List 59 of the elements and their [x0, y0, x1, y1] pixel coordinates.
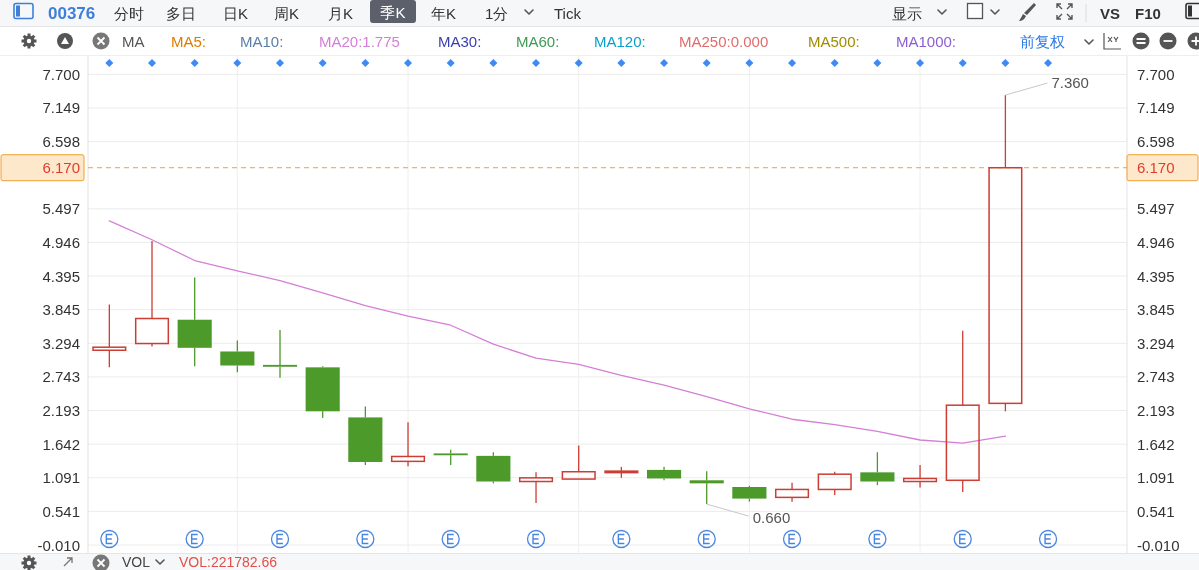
- y2-tick-label: 3.294: [1137, 334, 1175, 352]
- y-tick-label: 0.541: [42, 502, 80, 520]
- y-tick-label: 4.395: [42, 267, 80, 285]
- annotation: 0.660: [752, 508, 791, 526]
- text: MA: [122, 32, 145, 50]
- y-tick-label: 7.149: [42, 99, 80, 117]
- legend-label: MA500:: [808, 32, 860, 50]
- y2-tick-label: 0.541: [1137, 502, 1175, 520]
- y2-tick-label: 6.598: [1137, 133, 1175, 151]
- y-tick-label: 2.193: [42, 402, 80, 420]
- y-tick-label: 3.294: [42, 334, 80, 352]
- line-series: [108, 220, 1007, 444]
- text: 显示: [892, 4, 922, 22]
- legend-label: MA250:0.000: [679, 32, 769, 50]
- text: 7.360: [1051, 73, 1089, 91]
- text: VOL: [122, 554, 151, 570]
- y-tick-label: 3.845: [42, 301, 80, 319]
- text: Tick: [554, 4, 582, 22]
- text: 前复权: [1020, 32, 1065, 50]
- text: F10: [1135, 4, 1161, 22]
- y-tick-label: 5.497: [42, 200, 80, 218]
- y-tick-label: 7.700: [42, 65, 80, 83]
- y2-tick-label: 1.642: [1137, 435, 1175, 453]
- y-tick-label: -0.010: [37, 536, 80, 554]
- text: 1分: [485, 4, 509, 22]
- text: 季K: [380, 3, 406, 21]
- y-tick-label: 1.642: [42, 435, 80, 453]
- text: 分时: [114, 4, 144, 22]
- y2-tick-label: 4.395: [1137, 267, 1175, 285]
- y2-tick-label: 5.497: [1137, 200, 1175, 218]
- y2-tick-label: 2.193: [1137, 402, 1175, 420]
- text: 年K: [431, 4, 457, 22]
- text: 00376: [48, 3, 96, 23]
- text: 多日: [166, 4, 196, 22]
- y-tick-label: 2.743: [42, 368, 80, 386]
- legend-label: MA5:: [171, 32, 207, 50]
- legend-label: MA30:: [438, 32, 482, 50]
- legend-label: MA120:: [594, 32, 646, 50]
- y2-tick-label: 7.700: [1137, 65, 1175, 83]
- y2-tick-label: 3.845: [1137, 301, 1175, 319]
- y2-tick-label: -0.010: [1137, 536, 1180, 554]
- text: MA20:1.775: [319, 32, 400, 50]
- y2-tick-label: 1.091: [1137, 469, 1175, 487]
- y-tick-label: 4.946: [42, 233, 80, 251]
- text: 月K: [328, 4, 354, 22]
- legend-label: MA10:: [240, 32, 284, 50]
- legend-label: MA60:: [516, 32, 560, 50]
- y2-tick-label: 4.946: [1137, 233, 1175, 251]
- y-tick-label: 6.598: [42, 133, 80, 151]
- y2-tick-label: 7.149: [1137, 99, 1175, 117]
- text: VS: [1100, 4, 1121, 22]
- y-tick-label: 1.091: [42, 469, 80, 487]
- text: 日K: [223, 4, 249, 22]
- y2-tick-label: 2.743: [1137, 368, 1175, 386]
- ref-line-label: 6.170: [42, 159, 80, 177]
- legend-label: MA1000:: [896, 32, 957, 50]
- text: 周K: [274, 4, 300, 22]
- text: 6.170: [1137, 159, 1175, 177]
- text: VOL:221782.66: [179, 554, 278, 570]
